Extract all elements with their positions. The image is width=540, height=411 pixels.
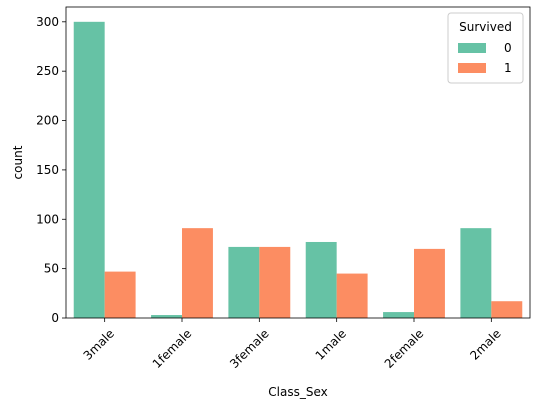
y-tick-label: 200 (36, 114, 59, 128)
bars-layer (73, 21, 523, 319)
bar-2female-survived-1 (414, 248, 445, 318)
bar-1female-survived-1 (182, 228, 213, 318)
legend-label-0: 0 (504, 41, 512, 55)
legend-swatch-0 (458, 43, 486, 53)
x-axis-ticks: 3male 1female 3female 1male 2female 2male (81, 318, 504, 371)
y-tick-label: 250 (36, 64, 59, 78)
legend-swatch-1 (458, 63, 486, 73)
bar-3male-survived-0 (73, 21, 105, 319)
x-tick-label: 1female (150, 326, 195, 371)
y-axis-label: count (11, 145, 25, 179)
bar-1female-survived-0 (151, 315, 182, 318)
y-tick-label: 0 (51, 311, 59, 325)
y-tick-label: 300 (36, 15, 59, 29)
bar-3male-survived-1 (104, 271, 136, 318)
bar-3female-survived-0 (228, 246, 260, 318)
y-tick-label: 50 (44, 262, 59, 276)
x-axis-label: Class_Sex (268, 385, 327, 399)
bar-1male-survived-1 (336, 273, 368, 318)
x-tick-label: 3female (227, 326, 272, 371)
y-tick-label: 100 (36, 212, 59, 226)
bar-2male-survived-0 (460, 228, 492, 318)
legend-label-1: 1 (504, 61, 512, 75)
legend: Survived 01 (447, 12, 524, 84)
bar-2female-survived-0 (383, 312, 414, 318)
x-tick-label: 2female (382, 326, 427, 371)
legend-items: 01 (458, 41, 512, 75)
y-axis-ticks: 0 50 100 150 200 250 300 (36, 15, 66, 325)
bar-1male-survived-0 (305, 241, 337, 318)
plot-frame (65, 6, 531, 319)
x-tick-label: 2male (467, 326, 503, 362)
legend-title: Survived (459, 20, 512, 34)
bar-3female-survived-1 (259, 246, 291, 318)
x-tick-label: 1male (313, 326, 349, 362)
y-tick-label: 150 (36, 163, 59, 177)
x-tick-label: 3male (81, 326, 117, 362)
bar-2male-survived-1 (491, 301, 523, 318)
